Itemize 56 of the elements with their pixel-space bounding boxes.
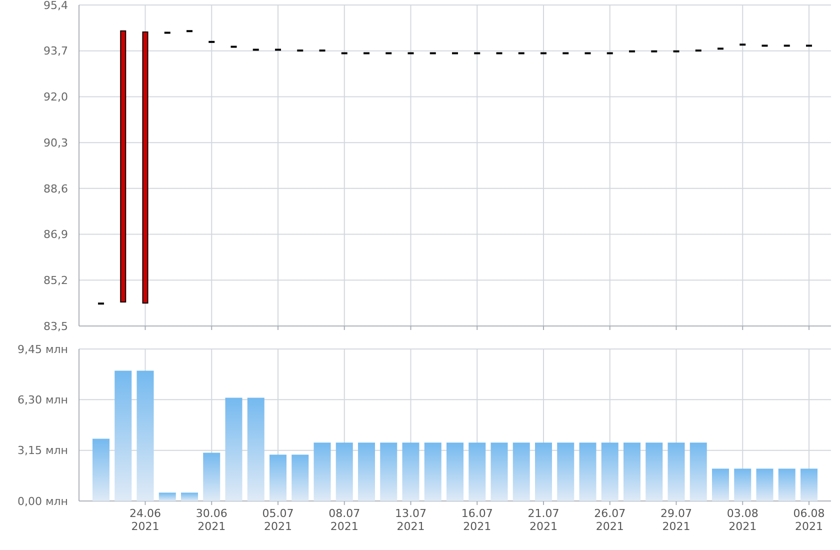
bar xyxy=(181,492,198,501)
bar xyxy=(690,442,707,501)
bar xyxy=(800,468,818,501)
y-tick-label: 9,45 млн xyxy=(17,342,68,356)
x-tick-label: 03.08 2021 xyxy=(726,507,758,533)
y-tick-label: 0,00 млн xyxy=(17,494,68,508)
bar xyxy=(225,398,242,501)
bar xyxy=(358,442,375,501)
bar xyxy=(136,370,154,501)
bar xyxy=(535,442,552,501)
bar xyxy=(270,454,286,501)
x-tick-label: 30.06 2021 xyxy=(196,507,228,533)
y-tick-label: 3,15 млн xyxy=(17,444,68,458)
bar xyxy=(512,442,530,501)
x-tick-label: 26.07 2021 xyxy=(594,507,626,533)
x-tick-label: 06.08 2021 xyxy=(793,507,825,533)
y-tick-label: 86,9 xyxy=(44,228,68,242)
bar xyxy=(646,442,663,501)
bar xyxy=(314,442,331,501)
y-tick-label: 90,3 xyxy=(44,136,68,150)
bar xyxy=(247,398,264,501)
bar xyxy=(203,452,220,501)
bar xyxy=(756,468,774,501)
x-tick-label: 29.07 2021 xyxy=(660,507,692,533)
x-tick-label: 24.06 2021 xyxy=(130,507,161,533)
y-tick-label: 92,0 xyxy=(44,90,68,104)
bar xyxy=(380,442,398,501)
bar xyxy=(402,442,420,501)
bar xyxy=(668,442,685,501)
bar xyxy=(557,442,574,501)
bar xyxy=(490,442,508,501)
bar xyxy=(601,442,618,501)
bar xyxy=(114,370,132,501)
bar xyxy=(624,442,640,501)
bar xyxy=(712,468,729,501)
bar xyxy=(446,442,464,501)
bar xyxy=(292,454,309,501)
y-tick-label: 83,5 xyxy=(44,320,68,333)
y-tick-label: 93,7 xyxy=(44,44,68,58)
x-tick-label: 08.07 2021 xyxy=(328,507,360,533)
y-tick-label: 85,2 xyxy=(44,274,68,287)
bar xyxy=(336,442,353,501)
x-tick-label: 21.07 2021 xyxy=(528,507,560,533)
bar xyxy=(468,442,486,501)
x-tick-label: 16.07 2021 xyxy=(461,507,493,533)
bar xyxy=(579,442,596,501)
y-tick-label: 88,6 xyxy=(44,182,68,196)
bar xyxy=(424,442,442,501)
bar xyxy=(778,468,796,501)
y-tick-label: 95,4 xyxy=(44,0,68,12)
bar xyxy=(158,492,176,501)
bar xyxy=(734,468,752,501)
y-tick-label: 6,30 млн xyxy=(17,394,68,407)
x-tick-label: 05.07 2021 xyxy=(262,507,294,533)
bar xyxy=(92,438,110,501)
x-tick-label: 13.07 2021 xyxy=(395,507,426,533)
